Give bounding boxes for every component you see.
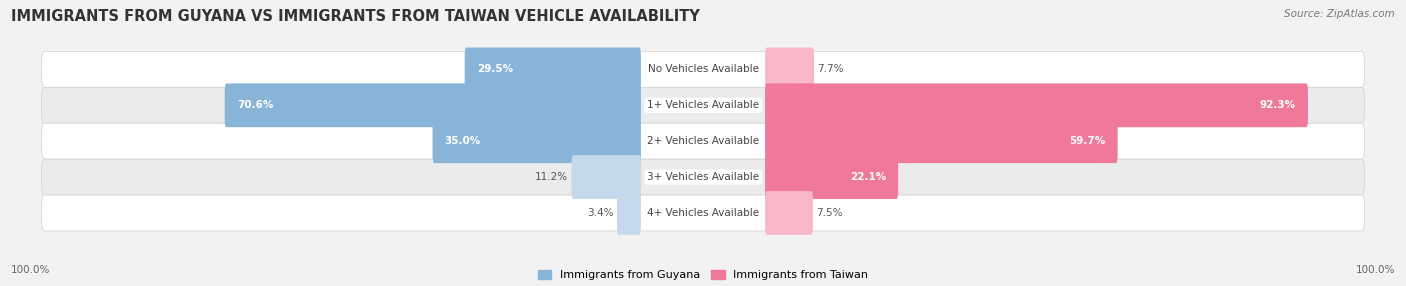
- Text: 3.4%: 3.4%: [588, 208, 613, 218]
- Text: Source: ZipAtlas.com: Source: ZipAtlas.com: [1284, 9, 1395, 19]
- Text: 1+ Vehicles Available: 1+ Vehicles Available: [647, 100, 759, 110]
- FancyBboxPatch shape: [765, 119, 1118, 163]
- Text: 11.2%: 11.2%: [534, 172, 568, 182]
- Text: 4+ Vehicles Available: 4+ Vehicles Available: [647, 208, 759, 218]
- FancyBboxPatch shape: [765, 191, 813, 235]
- Text: 3+ Vehicles Available: 3+ Vehicles Available: [647, 172, 759, 182]
- FancyBboxPatch shape: [225, 84, 641, 127]
- Text: 100.0%: 100.0%: [11, 265, 51, 275]
- FancyBboxPatch shape: [42, 51, 1364, 87]
- Text: 7.7%: 7.7%: [817, 64, 844, 74]
- Text: 2+ Vehicles Available: 2+ Vehicles Available: [647, 136, 759, 146]
- FancyBboxPatch shape: [617, 191, 641, 235]
- Text: 22.1%: 22.1%: [849, 172, 886, 182]
- Text: 70.6%: 70.6%: [236, 100, 273, 110]
- Legend: Immigrants from Guyana, Immigrants from Taiwan: Immigrants from Guyana, Immigrants from …: [537, 270, 869, 281]
- FancyBboxPatch shape: [42, 87, 1364, 123]
- FancyBboxPatch shape: [42, 195, 1364, 231]
- FancyBboxPatch shape: [464, 47, 641, 91]
- FancyBboxPatch shape: [433, 119, 641, 163]
- FancyBboxPatch shape: [765, 155, 898, 199]
- Text: 29.5%: 29.5%: [477, 64, 513, 74]
- Text: 7.5%: 7.5%: [817, 208, 842, 218]
- Text: IMMIGRANTS FROM GUYANA VS IMMIGRANTS FROM TAIWAN VEHICLE AVAILABILITY: IMMIGRANTS FROM GUYANA VS IMMIGRANTS FRO…: [11, 9, 700, 23]
- Text: 35.0%: 35.0%: [444, 136, 481, 146]
- Text: 92.3%: 92.3%: [1260, 100, 1296, 110]
- FancyBboxPatch shape: [765, 47, 814, 91]
- FancyBboxPatch shape: [571, 155, 641, 199]
- FancyBboxPatch shape: [42, 159, 1364, 195]
- Text: 59.7%: 59.7%: [1069, 136, 1105, 146]
- FancyBboxPatch shape: [765, 84, 1308, 127]
- Text: 100.0%: 100.0%: [1355, 265, 1395, 275]
- FancyBboxPatch shape: [42, 123, 1364, 159]
- Text: No Vehicles Available: No Vehicles Available: [648, 64, 758, 74]
